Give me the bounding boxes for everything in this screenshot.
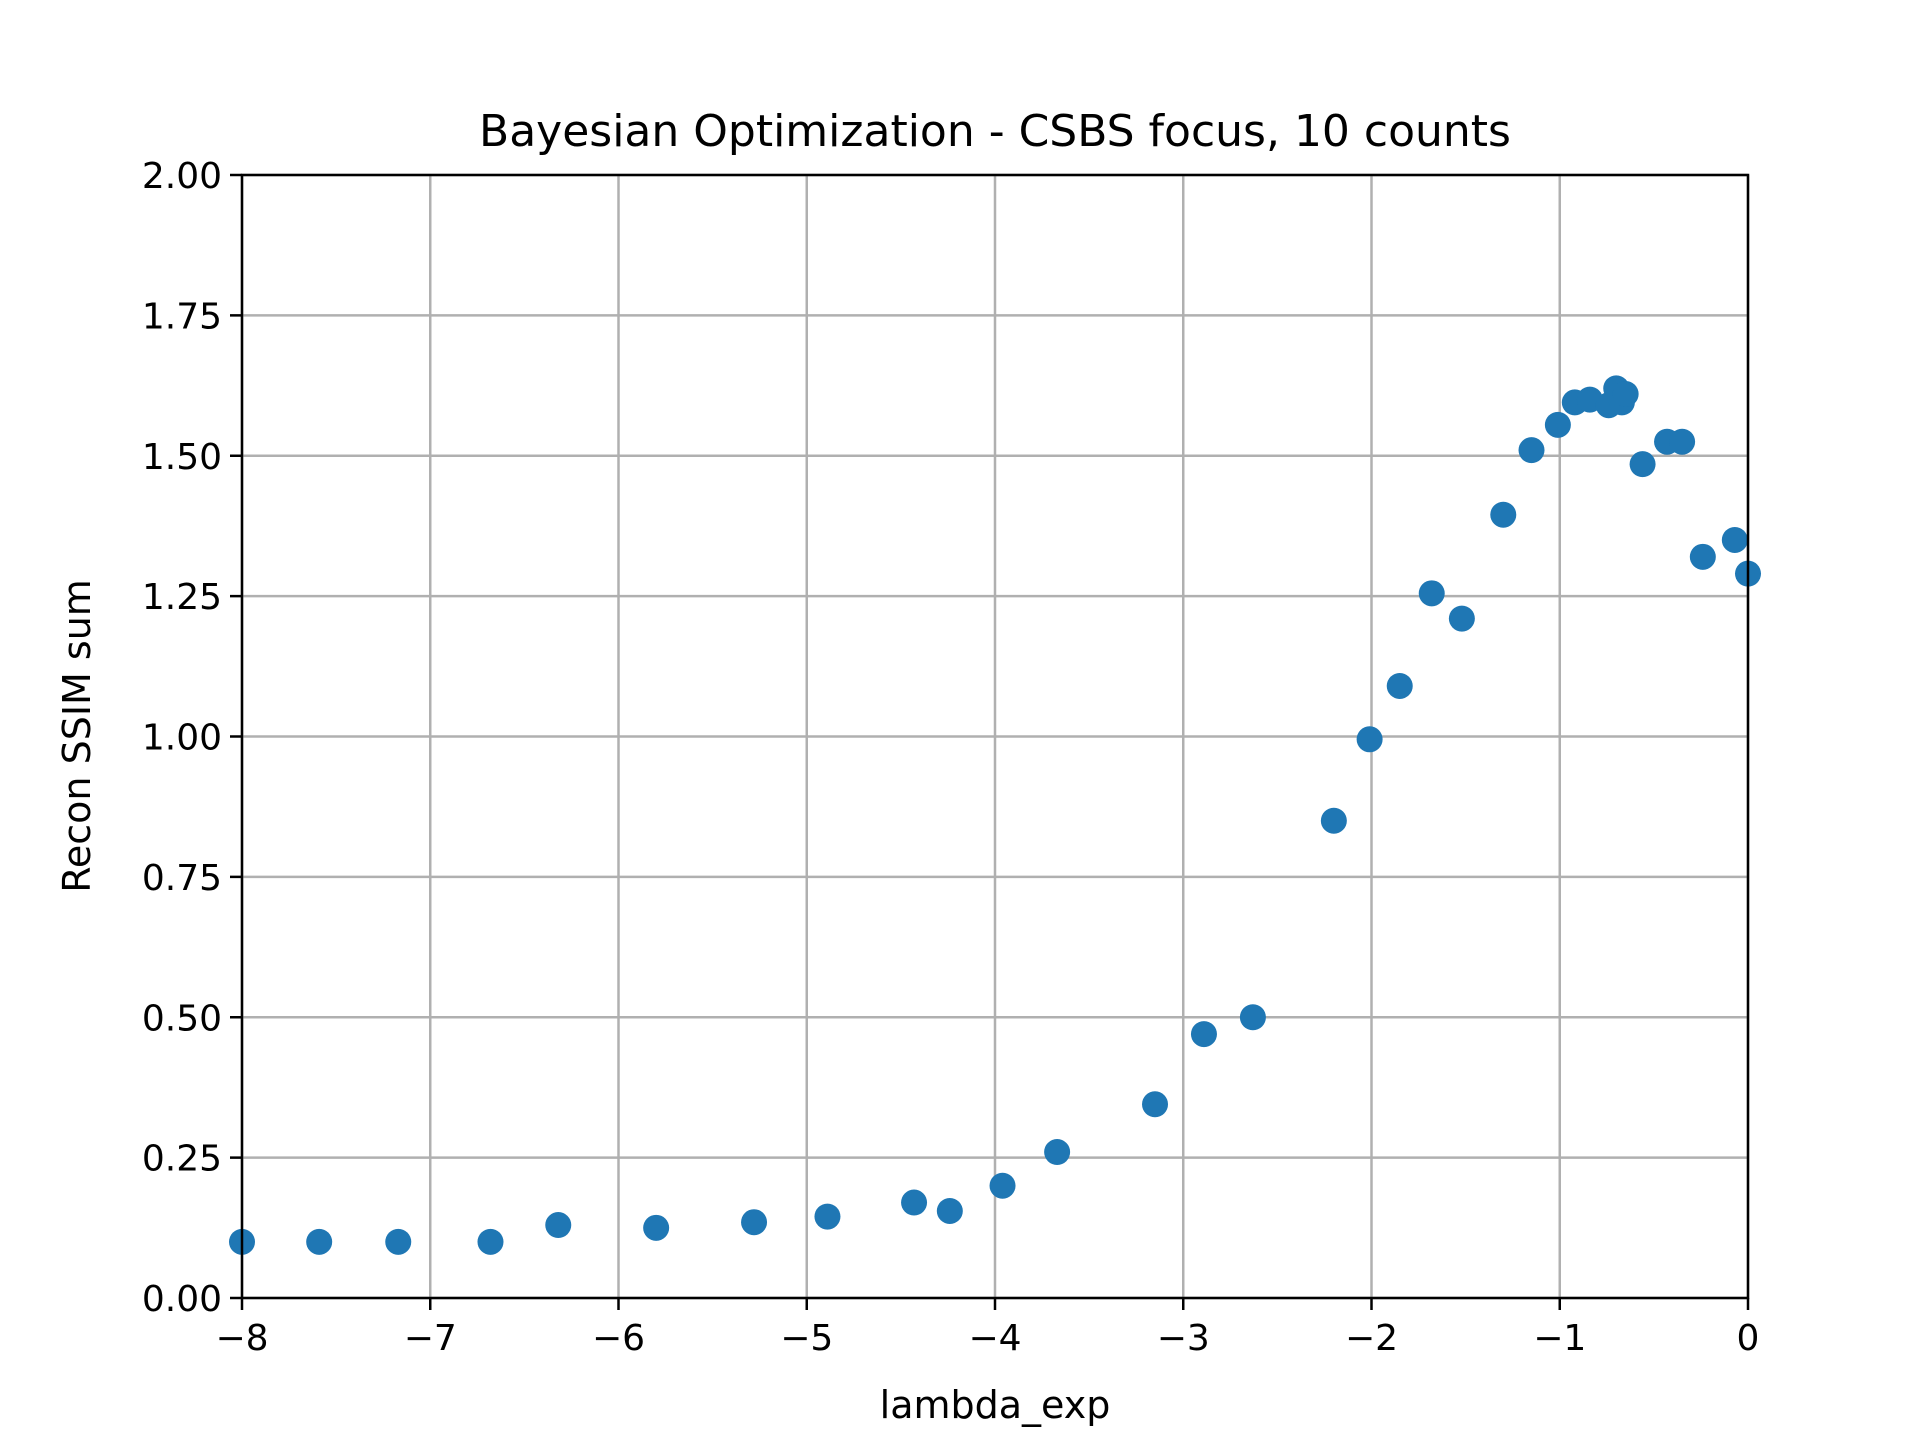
data-point <box>1190 1021 1217 1048</box>
data-point <box>1239 1004 1266 1031</box>
data-point <box>936 1197 963 1224</box>
data-point <box>643 1214 670 1241</box>
data-point <box>1356 726 1383 753</box>
chart-title: Bayesian Optimization - CSBS focus, 10 c… <box>479 106 1511 157</box>
data-point <box>1490 501 1517 528</box>
x-tick-label: −2 <box>1345 1318 1398 1359</box>
x-tick-label: −1 <box>1533 1318 1586 1359</box>
x-tick-label: −7 <box>404 1318 457 1359</box>
data-point <box>1448 605 1475 632</box>
data-point <box>1544 411 1571 438</box>
y-tick-label: 2.00 <box>142 156 222 197</box>
data-point <box>1386 672 1413 699</box>
x-axis-ticks: −8 −7 −6 −5 −4 −3 −2 −1 0 <box>215 1298 1759 1359</box>
y-tick-label: 1.50 <box>142 437 222 478</box>
data-point <box>1320 807 1347 834</box>
x-tick-label: −4 <box>968 1318 1021 1359</box>
data-point <box>1418 580 1445 607</box>
data-point <box>741 1209 768 1236</box>
data-point <box>901 1189 928 1216</box>
y-tick-label: 0.75 <box>142 858 222 899</box>
y-tick-label: 1.25 <box>142 577 222 618</box>
data-point <box>1689 543 1716 570</box>
data-point <box>1518 437 1545 464</box>
y-tick-label: 0.00 <box>142 1279 222 1320</box>
data-point <box>1669 428 1696 455</box>
x-tick-label: −8 <box>215 1318 268 1359</box>
x-tick-label: 0 <box>1737 1318 1760 1359</box>
y-axis-ticks: 0.00 0.25 0.50 0.75 1.00 1.25 1.50 1.75 2.00 <box>142 156 242 1320</box>
x-axis-label: lambda_exp <box>880 1383 1111 1427</box>
y-tick-label: 0.25 <box>142 1139 222 1180</box>
x-tick-label: −5 <box>780 1318 833 1359</box>
x-tick-label: −3 <box>1157 1318 1210 1359</box>
data-point <box>1612 380 1639 407</box>
data-point <box>477 1228 504 1255</box>
data-point <box>1142 1091 1169 1118</box>
y-tick-label: 1.75 <box>142 296 222 337</box>
y-axis-label: Recon SSIM sum <box>55 579 99 893</box>
data-point <box>1721 526 1748 553</box>
data-point <box>306 1228 333 1255</box>
data-point <box>814 1203 841 1230</box>
data-point <box>1044 1139 1071 1166</box>
y-tick-label: 0.50 <box>142 998 222 1039</box>
data-point <box>385 1228 412 1255</box>
data-points <box>229 375 1761 1255</box>
x-tick-label: −6 <box>592 1318 645 1359</box>
y-tick-label: 1.00 <box>142 718 222 759</box>
data-point <box>1629 451 1656 478</box>
data-point <box>989 1172 1016 1199</box>
data-point <box>545 1212 572 1239</box>
